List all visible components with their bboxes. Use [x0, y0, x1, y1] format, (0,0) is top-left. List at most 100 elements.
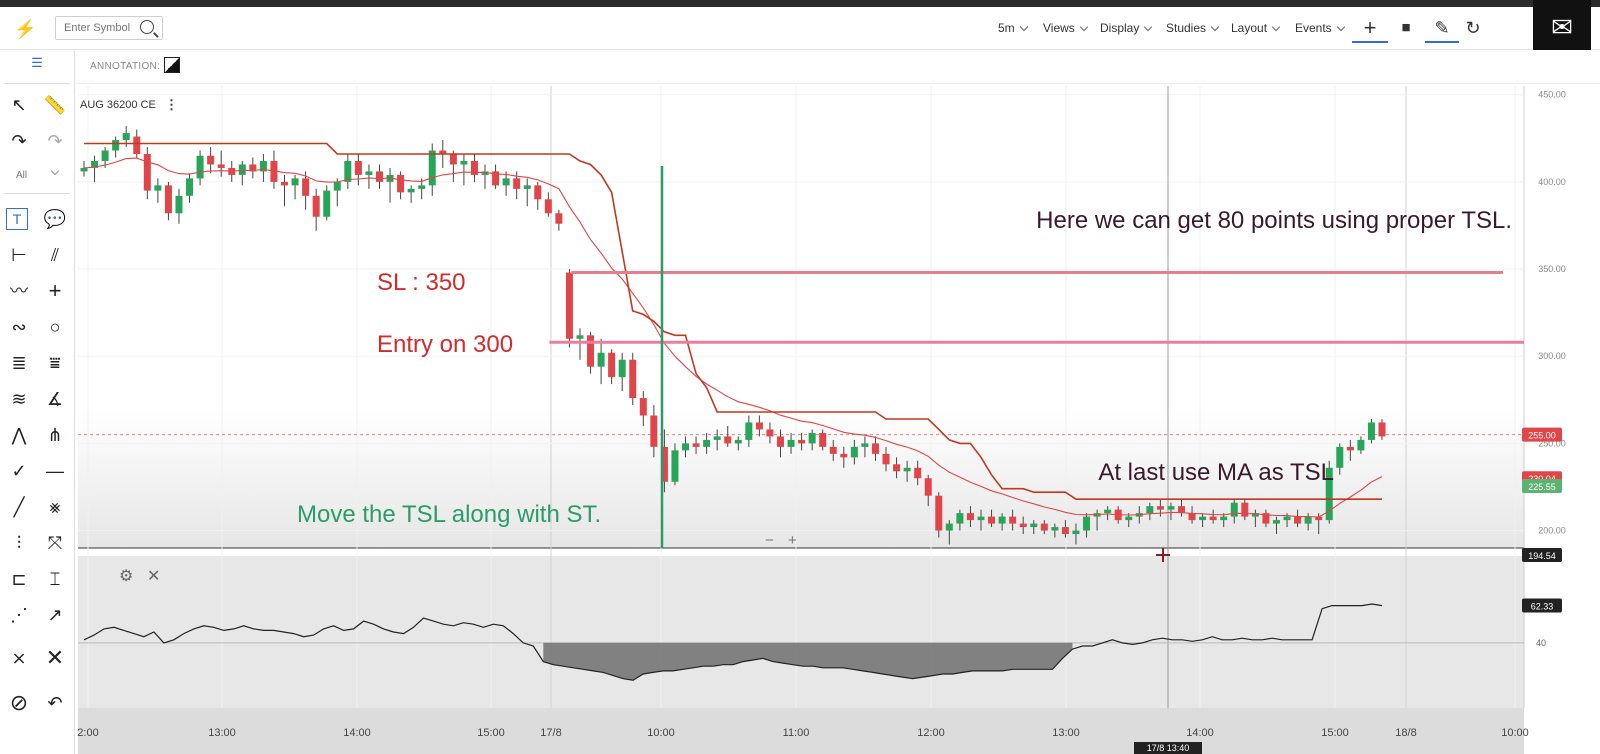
indicator-settings-gear-icon[interactable]: ⚙ — [119, 568, 134, 585]
search-icon[interactable] — [140, 20, 154, 34]
bearish-candle — [692, 443, 700, 447]
bullish-candle — [175, 195, 183, 214]
zoom-out-icon[interactable]: − — [765, 532, 774, 549]
callout-icon[interactable]: 💬 — [43, 209, 67, 229]
cross-lines-icon[interactable]: ⨳ — [49, 497, 61, 517]
fan-icon[interactable]: ⋔ — [47, 425, 63, 445]
chart-annotation-text: Entry on 300 — [377, 331, 513, 358]
dotted-line-icon[interactable]: ⋰ — [10, 605, 28, 625]
gann-fan-icon[interactable]: ∡ — [46, 389, 64, 409]
bearish-candle — [1188, 513, 1196, 521]
bullish-candle — [1125, 516, 1133, 521]
lightning-logo-icon[interactable]: ⚡ — [14, 19, 37, 39]
tool-filter-select[interactable]: All — [16, 170, 28, 181]
bearish-candle — [375, 171, 383, 182]
menu-events-label: Events — [1295, 21, 1332, 35]
fib-arcs-icon[interactable]: ≋ — [11, 389, 27, 409]
pointer-icon[interactable]: ↖ — [11, 95, 27, 115]
comment-icon[interactable]: ■ — [1401, 19, 1411, 36]
symbol-menu-icon[interactable]: ⋮ — [165, 97, 178, 112]
chart-symbol-label: AUG 36200 CE — [80, 99, 156, 111]
chevron-down-icon[interactable] — [50, 166, 60, 176]
bearish-candle — [555, 213, 563, 224]
bullish-candle — [998, 516, 1006, 524]
supertrend-line — [84, 142, 1382, 500]
menu-events[interactable]: Events — [1295, 21, 1345, 35]
horizontal-segment-icon[interactable]: ⊢ — [11, 245, 27, 265]
menu-views[interactable]: Views — [1043, 21, 1089, 35]
zigzag-icon[interactable]: 〰 — [10, 281, 28, 301]
bearish-candle — [1378, 422, 1386, 437]
bearish-candle — [798, 439, 806, 444]
arrow-icon[interactable]: ↗ — [47, 605, 63, 625]
horizontal-line-icon[interactable]: — — [46, 461, 64, 481]
pitchfork-icon[interactable]: ⫶ — [16, 533, 22, 553]
crosshair-time-badge — [1134, 742, 1202, 754]
bearish-candle — [534, 185, 542, 200]
bullish-candle — [333, 181, 341, 191]
bearish-candle — [133, 136, 141, 154]
bullish-candle — [903, 467, 911, 472]
crosshair-plus-icon[interactable]: + — [1363, 15, 1377, 40]
clear-drawings-icon[interactable]: ✕ — [45, 645, 65, 670]
bullish-candle — [850, 446, 858, 458]
zoom-in-icon[interactable]: + — [788, 532, 797, 549]
bracket-icon[interactable]: ⊏ — [11, 569, 27, 589]
bullish-candle — [734, 439, 742, 444]
menu-display[interactable]: Display — [1100, 21, 1153, 35]
redo-arc-icon[interactable]: ↷ — [47, 131, 63, 151]
price-badge — [1522, 479, 1562, 494]
bearish-candle — [871, 443, 879, 454]
angled-arrow-icon[interactable]: ⤧ — [47, 533, 63, 553]
trend-line-icon[interactable]: ╱ — [13, 497, 25, 517]
crosshair-line-icon[interactable]: + — [48, 278, 62, 303]
check-line-icon[interactable]: ✓ — [11, 461, 27, 481]
time-axis-background — [78, 708, 1524, 754]
indicator-close-icon[interactable]: ✕ — [147, 568, 161, 585]
x-axis-tick-label: 13:00 — [1052, 727, 1080, 739]
symbol-search-box[interactable] — [55, 16, 163, 40]
bullish-candle — [386, 174, 394, 182]
speed-lines-icon[interactable]: ⋀ — [11, 425, 27, 445]
hide-drawings-icon[interactable]: ⨯ — [11, 648, 27, 668]
drawing-tools-sidebar: ☰ ↖ 📏 ↷ ↷ All T 💬 ⊢ ⫽ 〰 + ∾ ○ ≣ ⩸ ≋ ∡ ⋀ … — [0, 50, 75, 754]
tools-list-icon[interactable]: ☰ — [31, 55, 43, 70]
x-axis-tick-label: 15:00 — [477, 727, 505, 739]
text-tool-icon[interactable]: T — [6, 208, 28, 230]
parallel-channel-icon[interactable]: ⫽ — [50, 245, 60, 265]
indicator-value-badge — [1522, 598, 1562, 613]
bearish-candle — [629, 359, 637, 399]
bearish-candle — [217, 164, 225, 168]
menu-layout[interactable]: Layout — [1231, 21, 1281, 35]
bearish-candle — [1019, 523, 1027, 528]
bearish-candle — [608, 352, 616, 378]
crosshair-active-indicator — [1352, 41, 1388, 43]
bearish-candle — [766, 429, 774, 437]
undo-arc-icon[interactable]: ↷ — [11, 131, 27, 151]
ellipse-icon[interactable]: ○ — [49, 317, 61, 337]
bullish-candle — [1093, 513, 1101, 517]
freehand-icon[interactable]: ∾ — [11, 317, 27, 337]
menu-studies[interactable]: Studies — [1166, 21, 1220, 35]
reload-icon[interactable]: ↻ — [1465, 18, 1481, 38]
measure-icon[interactable]: ⌶ — [49, 569, 61, 589]
bullish-candle — [1230, 502, 1238, 517]
price-badge — [1522, 548, 1562, 562]
disable-icon[interactable]: ⊘ — [9, 690, 29, 715]
bearish-candle — [281, 181, 289, 186]
fibonacci-icon[interactable]: ≣ — [11, 353, 27, 373]
ruler-icon[interactable]: 📏 — [43, 95, 67, 115]
undo-icon[interactable]: ↶ — [47, 693, 63, 713]
menu-interval[interactable]: 5m — [998, 21, 1028, 35]
x-axis-tick-label: 18/8 — [1395, 727, 1416, 739]
fib-extension-icon[interactable]: ⩸ — [49, 353, 61, 373]
crosshair-time-label: 17/8 13:40 — [1147, 743, 1190, 753]
bullish-candle — [1251, 513, 1259, 517]
bearish-candle — [249, 164, 257, 172]
annotation-color-swatch[interactable] — [164, 57, 180, 73]
symbol-search-input[interactable] — [56, 17, 144, 39]
feedback-icon[interactable]: ✉ — [1533, 0, 1591, 54]
drawing-pencil-icon[interactable]: ✎ — [1434, 18, 1450, 38]
bearish-candle — [1241, 502, 1249, 517]
